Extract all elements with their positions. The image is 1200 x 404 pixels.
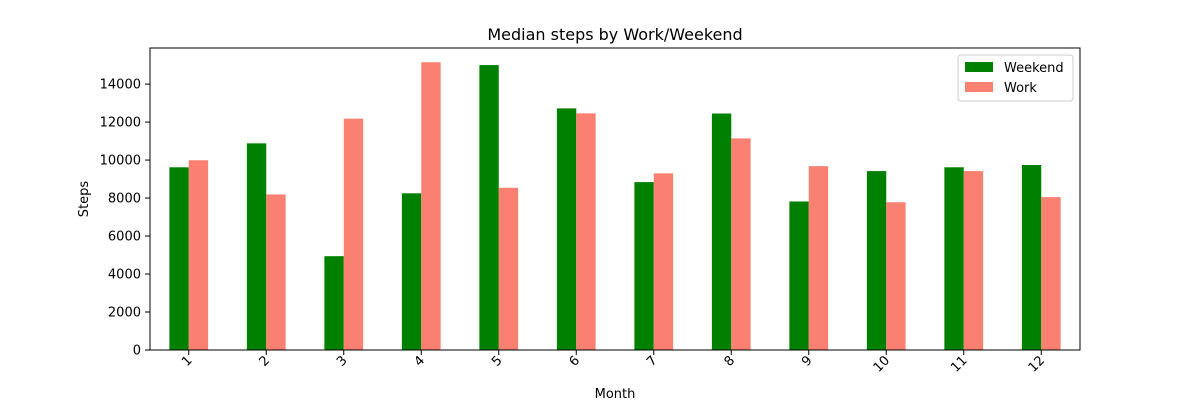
bar-work-2 xyxy=(266,194,286,350)
bar-work-5 xyxy=(498,187,519,350)
x-axis-label: Month xyxy=(595,387,636,400)
bar-work-1 xyxy=(188,160,209,350)
bar-work-10 xyxy=(886,202,906,350)
bar-work-4 xyxy=(421,62,441,350)
x-tick-label: 2 xyxy=(257,353,273,369)
x-tick-label: 1 xyxy=(179,353,195,369)
bar-weekend-10 xyxy=(866,171,887,350)
bar-weekend-3 xyxy=(324,256,344,350)
bar-work-8 xyxy=(731,138,751,350)
y-tick-label: 2000 xyxy=(108,306,141,321)
x-tick-label: 12 xyxy=(1026,353,1048,375)
x-tick-label: 4 xyxy=(412,353,428,369)
chart-title: Median steps by Work/Weekend xyxy=(487,25,742,44)
x-tick-label: 3 xyxy=(334,353,350,369)
bar-work-9 xyxy=(808,166,829,350)
y-axis-ticks: 0 2000 4000 6000 8000 10000 12000 14000 xyxy=(100,78,150,359)
x-tick-label: 7 xyxy=(644,353,660,369)
bar-weekend-2 xyxy=(246,143,267,350)
bar-weekend-4 xyxy=(401,193,422,350)
bar-work-6 xyxy=(576,113,596,350)
x-tick-label: 9 xyxy=(799,353,815,369)
y-tick-label: 4000 xyxy=(108,268,141,283)
bars-layer xyxy=(169,62,1061,351)
legend: Weekend Work xyxy=(957,54,1074,102)
bar-work-7 xyxy=(653,173,674,350)
bar-weekend-11 xyxy=(944,167,964,350)
y-tick-label: 0 xyxy=(133,344,141,359)
y-tick-label: 6000 xyxy=(108,230,141,245)
x-tick-label: 11 xyxy=(948,353,970,375)
x-axis-ticks: 1 2 3 4 5 6 7 8 9 10 11 12 xyxy=(179,350,1048,376)
bar-work-11 xyxy=(963,171,984,350)
y-axis-label: Steps xyxy=(77,181,92,218)
y-tick-label: 8000 xyxy=(108,192,141,207)
plot-frame xyxy=(149,47,1081,351)
series-weekend xyxy=(169,65,1042,351)
y-tick-label: 10000 xyxy=(100,154,141,169)
legend-swatch-work xyxy=(965,82,993,92)
x-tick-label: 8 xyxy=(722,353,738,369)
y-tick-label: 14000 xyxy=(100,78,141,93)
legend-label-work: Work xyxy=(1004,81,1037,96)
bar-weekend-8 xyxy=(711,113,732,350)
bar-weekend-9 xyxy=(789,201,809,350)
legend-label-weekend: Weekend xyxy=(1004,61,1064,76)
bar-weekend-5 xyxy=(479,65,499,350)
y-tick-label: 12000 xyxy=(100,116,141,131)
bar-work-12 xyxy=(1041,197,1061,350)
bar-weekend-7 xyxy=(634,182,654,350)
bar-weekend-1 xyxy=(169,167,189,350)
bar-work-3 xyxy=(343,118,364,350)
x-tick-label: 10 xyxy=(871,353,893,375)
legend-swatch-weekend xyxy=(965,62,993,72)
series-work xyxy=(188,62,1061,350)
bar-weekend-6 xyxy=(556,108,577,351)
bar-weekend-12 xyxy=(1021,165,1042,350)
x-tick-label: 5 xyxy=(489,353,505,369)
x-tick-label: 6 xyxy=(567,353,583,369)
